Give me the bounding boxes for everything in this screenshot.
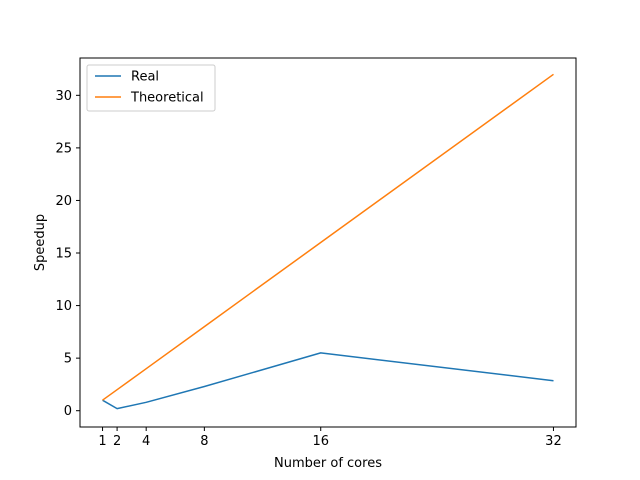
x-axis-ticks: 1 2 4 8 16 32 [98,427,562,449]
x-axis-label: Number of cores [274,456,382,471]
legend: Real Theoretical [86,64,216,112]
y-axis-label: Speedup [33,214,48,271]
legend-label-1: Theoretical [130,91,204,106]
plot-frame [79,57,577,428]
x-tick-label: 2 [113,434,121,449]
y-axis-ticks: 0 5 10 15 20 25 30 [55,89,80,419]
series-layer [102,73,554,410]
x-tick-label: 4 [142,434,150,449]
y-tick-label: 10 [55,299,72,314]
y-tick-label: 5 [64,352,72,367]
y-tick-label: 30 [55,89,72,104]
y-tick-label: 0 [64,404,72,419]
y-tick-label: 15 [55,247,72,262]
y-tick-label: 25 [55,141,72,156]
x-tick-label: 1 [98,434,106,449]
x-tick-label: 16 [312,434,329,449]
series-line-1 [102,73,554,401]
x-tick-label: 32 [545,434,562,449]
y-tick-label: 20 [55,194,72,209]
legend-label-0: Real [131,70,159,85]
series-line-0 [102,352,554,410]
x-tick-label: 8 [200,434,208,449]
